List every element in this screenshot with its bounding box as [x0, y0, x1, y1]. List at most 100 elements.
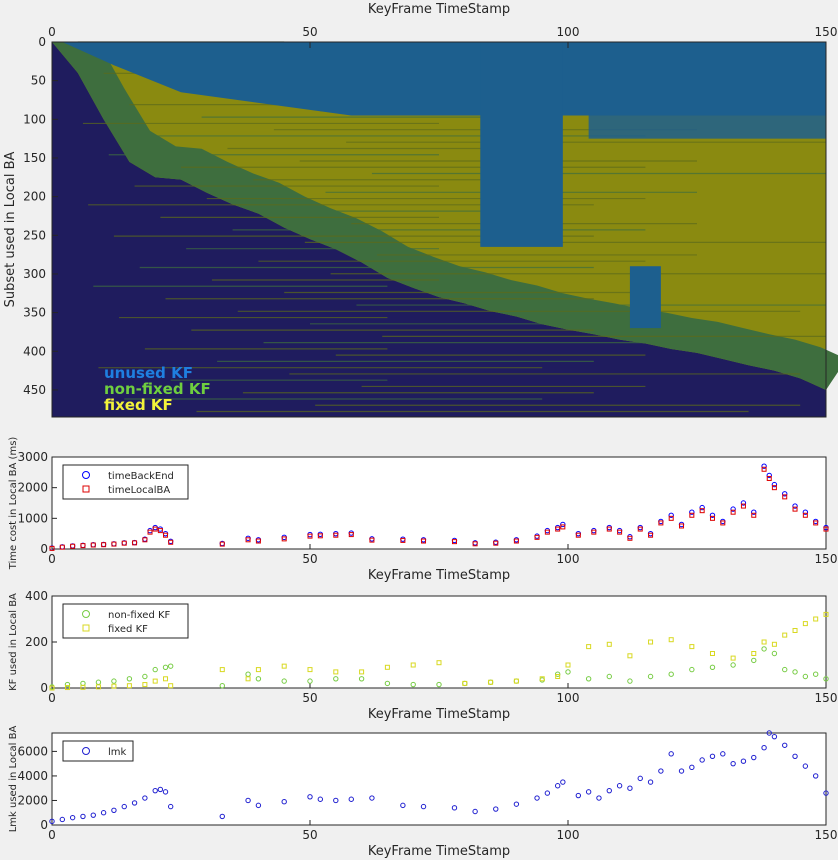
point-lmk: [513, 801, 520, 807]
ytick-label: 2000: [17, 481, 48, 495]
point-fixed-kf: [555, 674, 561, 679]
heatmap-frame: [51, 41, 827, 418]
xlabel: KeyFrame TimeStamp: [368, 707, 510, 722]
point-lmk: [782, 742, 788, 748]
point-lmk: [348, 796, 354, 802]
point-non-fixed-kf: [668, 671, 674, 677]
xtick-label: 0: [48, 828, 56, 842]
point-lmk: [575, 792, 582, 799]
point-non-fixed-kf: [771, 650, 778, 657]
point-timelocalba: [111, 541, 117, 547]
xtick-label: 50: [302, 828, 317, 842]
xtick-label: 100: [557, 552, 580, 566]
point-timebackend: [740, 500, 747, 506]
point-timebackend: [730, 506, 736, 512]
point-lmk: [761, 745, 767, 751]
point-timelocalba: [157, 528, 163, 534]
ytick-label: 200: [25, 635, 48, 649]
point-lmk: [637, 775, 643, 782]
point-timelocalba: [472, 541, 478, 547]
point-non-fixed-kf: [730, 662, 736, 668]
point-timelocalba: [730, 509, 736, 515]
point-non-fixed-kf: [410, 681, 416, 688]
point-non-fixed-kf: [162, 664, 169, 670]
legend-box: [62, 740, 134, 762]
heatmap-ytick-label: 300: [23, 267, 46, 281]
heatmap-ytick-label: 150: [23, 151, 46, 165]
point-timelocalba: [761, 466, 767, 472]
point-fixed-kf: [782, 632, 788, 638]
point-timelocalba: [720, 520, 726, 526]
point-fixed-kf: [95, 684, 101, 690]
point-lmk: [812, 773, 819, 779]
legend-label: fixed KF: [108, 624, 148, 635]
point-timelocalba: [679, 523, 685, 529]
point-lmk: [121, 803, 127, 810]
point-fixed-kf: [802, 621, 808, 627]
point-timelocalba: [451, 539, 457, 545]
point-timelocalba: [255, 538, 261, 544]
point-fixed-kf: [586, 644, 592, 650]
xtick-label: 150: [815, 552, 838, 566]
point-lmk: [317, 796, 324, 802]
heatmap-ytick-label: 400: [23, 344, 46, 358]
point-lmk: [689, 764, 695, 771]
point-timelocalba: [771, 485, 777, 491]
point-timebackend: [751, 509, 757, 515]
point-fixed-kf: [648, 639, 654, 645]
point-fixed-kf: [142, 682, 148, 688]
point-fixed-kf: [163, 676, 169, 682]
legend-marker: [82, 610, 90, 618]
point-timelocalba: [147, 529, 153, 535]
point-lmk: [560, 779, 566, 785]
point-fixed-kf: [792, 628, 798, 633]
point-fixed-kf: [761, 639, 767, 645]
point-timebackend: [699, 504, 705, 511]
point-lmk: [80, 813, 86, 820]
point-fixed-kf: [751, 651, 757, 656]
point-non-fixed-kf: [281, 678, 287, 684]
point-timelocalba: [740, 503, 746, 509]
heatmap-ytick-label: 450: [23, 383, 46, 397]
point-fixed-kf: [126, 683, 132, 689]
point-lmk: [544, 790, 551, 796]
point-fixed-kf: [668, 637, 674, 643]
point-timelocalba: [560, 524, 566, 530]
point-timebackend: [766, 472, 772, 479]
overlay-label: unused KF: [104, 364, 193, 382]
point-timelocalba: [152, 526, 158, 532]
point-non-fixed-kf: [647, 673, 654, 680]
point-fixed-kf: [823, 611, 829, 617]
point-lmk: [369, 795, 375, 801]
point-timelocalba: [699, 508, 705, 514]
point-non-fixed-kf: [565, 669, 571, 675]
ytick-label: 2000: [17, 793, 48, 807]
point-timelocalba: [281, 536, 287, 542]
point-timelocalba: [766, 475, 772, 481]
heatmap-ytick-label: 100: [23, 112, 46, 126]
xtick-label: 150: [815, 828, 838, 842]
point-fixed-kf: [359, 669, 365, 675]
point-timelocalba: [709, 515, 715, 521]
point-timelocalba: [606, 526, 612, 532]
legend-label: timeLocalBA: [108, 485, 170, 496]
point-non-fixed-kf: [111, 678, 117, 684]
legend-box: [62, 464, 189, 500]
point-non-fixed-kf: [709, 664, 716, 670]
point-lmk: [59, 816, 66, 823]
point-timelocalba: [245, 537, 251, 543]
point-lmk: [131, 800, 138, 806]
point-fixed-kf: [709, 651, 715, 656]
point-lmk: [49, 818, 55, 825]
point-fixed-kf: [333, 669, 339, 675]
xlabel: KeyFrame TimeStamp: [368, 844, 510, 859]
point-non-fixed-kf: [761, 646, 767, 652]
point-lmk: [699, 757, 705, 763]
heatmap-xtick-label: 0: [48, 25, 56, 39]
point-non-fixed-kf: [792, 669, 798, 675]
point-lmk: [493, 806, 499, 812]
kf-used-panel: 0 50 100 150 0 200 400 KeyFrame TimeStamp KF use…: [8, 589, 837, 722]
ytick-label: 0: [40, 681, 48, 695]
point-fixed-kf: [307, 667, 313, 673]
point-fixed-kf: [488, 679, 494, 685]
